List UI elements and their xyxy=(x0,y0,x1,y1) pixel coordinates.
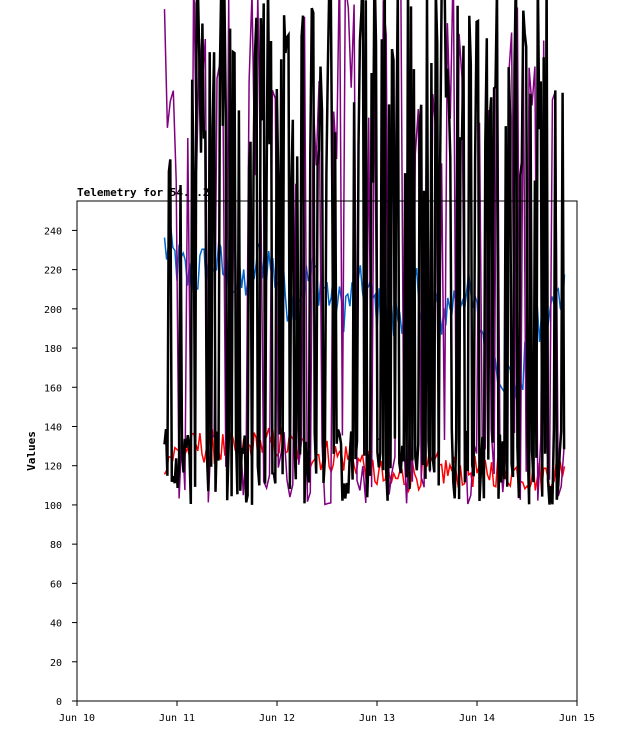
plot-frame xyxy=(76,200,578,702)
x-tick-label: Jun 14 xyxy=(459,713,495,724)
y-tick-label: 80 xyxy=(50,540,62,551)
y-tick-label: 100 xyxy=(44,501,62,512)
y-tick-label: 200 xyxy=(44,305,62,316)
y-tick-label: 160 xyxy=(44,383,62,394)
x-axis: Jun 10 Jun 11 Jun 12 Jun 13 Jun 14 Jun 15 xyxy=(59,701,595,724)
y-tick-label: 240 xyxy=(44,226,62,237)
x-tick-label: Jun 12 xyxy=(259,713,295,724)
chart-title: Telemetry for 54...2 ... xyxy=(77,186,236,199)
y-tick-label: 0 xyxy=(56,697,62,708)
y-tick-label: 220 xyxy=(44,266,62,277)
y-tick-label: 120 xyxy=(44,462,62,473)
series-line-3 xyxy=(163,0,566,505)
y-tick-label: 20 xyxy=(50,658,62,669)
y-axis-label: Values xyxy=(25,431,38,471)
y-axis: 0 20 40 60 80 100 120 140 160 180 200 220 240 xyxy=(44,226,77,708)
x-tick-label: Jun 11 xyxy=(159,713,195,724)
y-tick-label: 40 xyxy=(50,619,62,630)
y-tick-label: 180 xyxy=(44,344,62,355)
x-tick-label: Jun 13 xyxy=(359,713,395,724)
series-layer xyxy=(163,0,566,506)
y-tick-label: 140 xyxy=(44,422,62,433)
x-tick-label: Jun 10 xyxy=(59,713,95,724)
y-tick-label: 60 xyxy=(50,579,62,590)
x-tick-label: Jun 15 xyxy=(559,713,595,724)
